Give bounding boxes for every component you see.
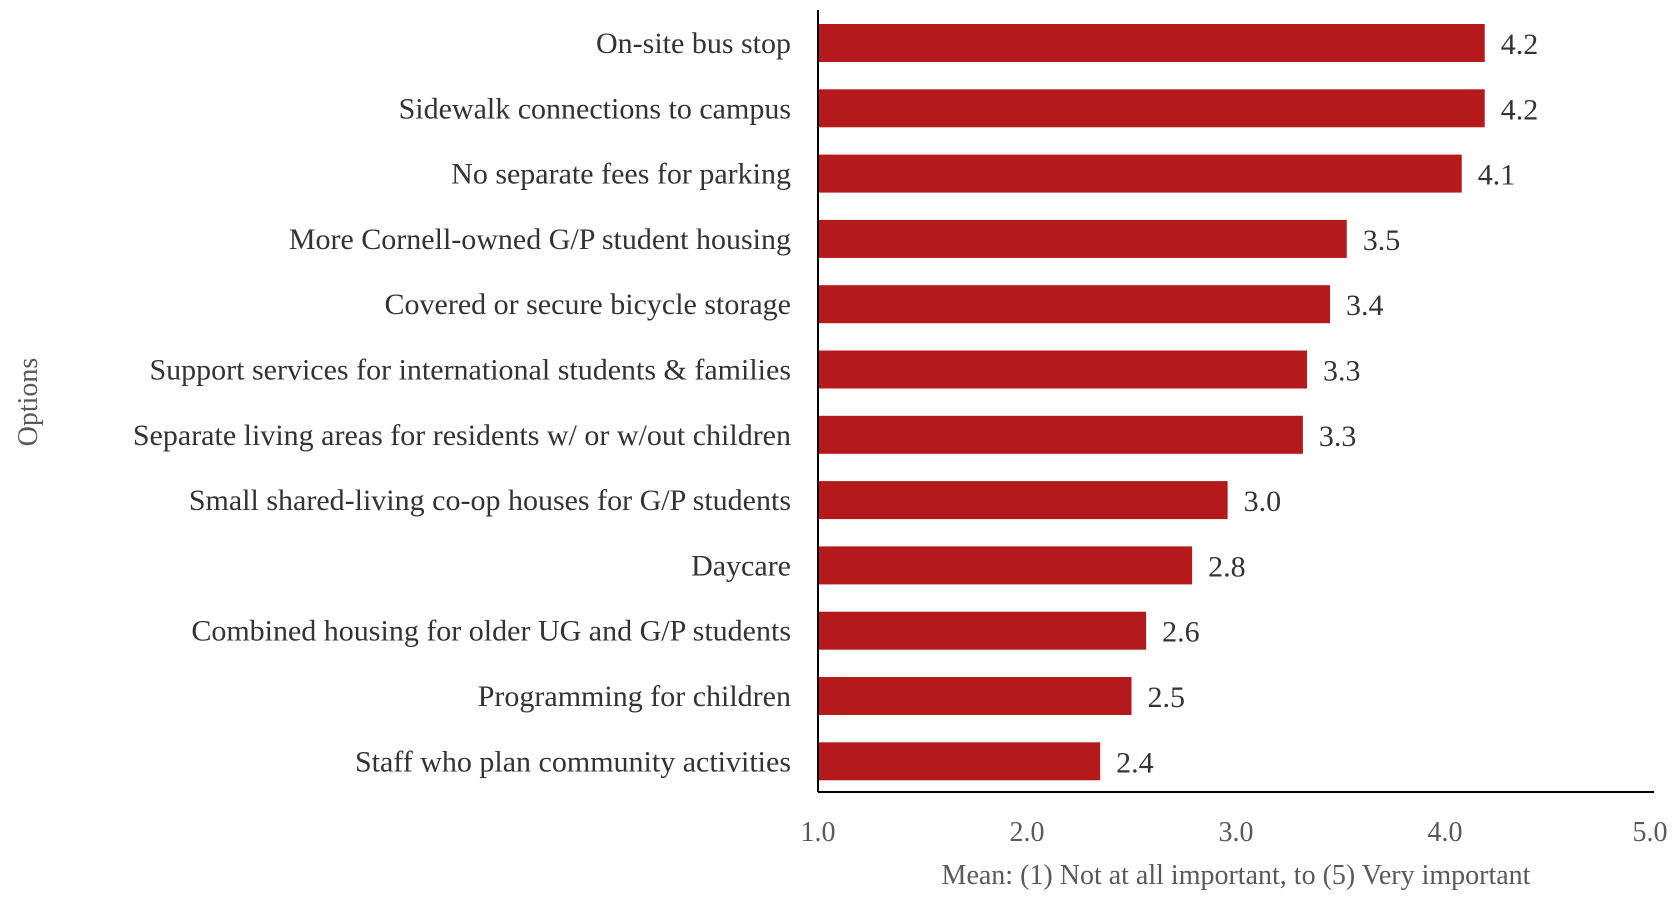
- bar-2: [818, 154, 1462, 193]
- bar-4: [818, 285, 1331, 324]
- bar-8: [818, 546, 1193, 585]
- category-label: Separate living areas for residents w/ o…: [133, 419, 791, 452]
- data-label: 3.5: [1363, 224, 1401, 257]
- category-label: Programming for children: [478, 680, 791, 713]
- data-label: 2.5: [1148, 681, 1186, 714]
- data-label: 4.1: [1478, 159, 1516, 192]
- data-label: 3.0: [1244, 485, 1282, 518]
- bars-layer: [818, 24, 1485, 781]
- data-label: 2.4: [1116, 746, 1154, 779]
- bar-11: [818, 742, 1101, 781]
- category-label: Combined housing for older UG and G/P st…: [191, 615, 791, 648]
- bar-6: [818, 415, 1303, 454]
- data-label: 3.3: [1323, 355, 1361, 388]
- category-label: On-site bus stop: [596, 27, 791, 60]
- data-label: 3.4: [1346, 289, 1384, 322]
- category-label: Support services for international stude…: [149, 354, 791, 387]
- category-label: Small shared-living co-op houses for G/P…: [189, 484, 791, 517]
- x-axis-title: Mean: (1) Not at all important, to (5) V…: [942, 860, 1531, 891]
- labels-layer: On-site bus stop 4.2 Sidewalk connections …: [133, 27, 1538, 779]
- x-tick-label: 2.0: [1010, 817, 1045, 848]
- x-tick-label: 1.0: [801, 817, 836, 848]
- data-label: 3.3: [1319, 420, 1357, 453]
- y-axis-title: Options: [13, 358, 44, 447]
- bar-9: [818, 611, 1147, 650]
- category-label: Covered or secure bicycle storage: [385, 288, 791, 321]
- category-label: Daycare: [691, 549, 791, 582]
- category-label: Staff who plan community activities: [355, 745, 791, 778]
- data-label: 2.6: [1162, 616, 1200, 649]
- bar-5: [818, 350, 1308, 389]
- bar-0: [818, 24, 1485, 62]
- x-tick-label: 4.0: [1428, 817, 1463, 848]
- x-tick-label: 3.0: [1219, 817, 1254, 848]
- bar-7: [818, 481, 1228, 520]
- category-label: No separate fees for parking: [451, 158, 791, 191]
- category-label: Sidewalk connections to campus: [399, 92, 791, 125]
- category-label: More Cornell-owned G/P student housing: [289, 223, 791, 256]
- bar-3: [818, 219, 1347, 258]
- data-label: 2.8: [1208, 550, 1246, 583]
- bar-10: [818, 677, 1132, 715]
- bar-1: [818, 89, 1485, 128]
- data-label: 4.2: [1501, 28, 1539, 61]
- x-tick-labels: 1.0 2.0 3.0 4.0 5.0: [801, 817, 1668, 848]
- data-label: 4.2: [1501, 93, 1539, 126]
- x-tick-label: 5.0: [1633, 817, 1668, 848]
